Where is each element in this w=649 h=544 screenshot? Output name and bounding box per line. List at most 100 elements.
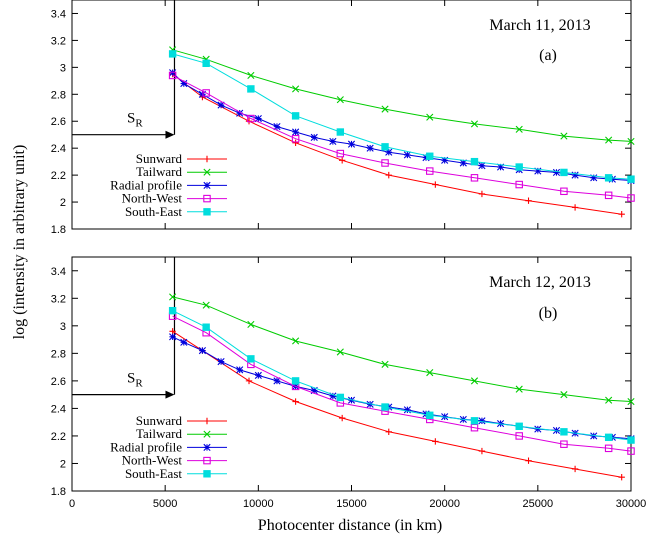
data-point — [470, 377, 479, 385]
data-point — [560, 428, 568, 436]
data-point — [627, 137, 635, 146]
y-tick-label: 3.4 — [51, 266, 66, 278]
data-point — [336, 149, 345, 158]
data-point — [381, 403, 389, 411]
legend-label: Tailward — [136, 164, 183, 179]
series-line — [172, 330, 622, 478]
data-point — [273, 123, 281, 131]
data-point — [217, 358, 225, 366]
data-point — [338, 157, 346, 164]
y-tick-label: 3.2 — [51, 293, 66, 305]
y-tick-label: 2.2 — [51, 170, 66, 182]
data-point — [385, 148, 393, 156]
data-point — [180, 338, 188, 346]
x-tick-label: 0 — [69, 498, 75, 510]
data-point — [203, 194, 211, 203]
data-point — [329, 137, 337, 146]
y-tick-label: 2 — [60, 197, 66, 209]
data-point — [432, 181, 439, 188]
legend-label: Radial profile — [110, 439, 182, 454]
y-tick-label: 2.6 — [51, 116, 66, 128]
data-point — [385, 428, 392, 436]
sr-subscript: R — [135, 118, 143, 130]
series-line — [172, 49, 632, 142]
arrow-head — [165, 390, 175, 399]
data-point — [202, 89, 210, 97]
sr-label: SR — [127, 111, 143, 130]
data-point — [627, 436, 635, 444]
data-point — [202, 301, 210, 309]
data-point — [336, 128, 345, 136]
data-point — [560, 391, 568, 399]
data-point — [203, 155, 211, 163]
sr-subscript: R — [135, 378, 143, 390]
data-point — [291, 112, 300, 120]
legend-label: Sunward — [136, 413, 183, 428]
series-line — [172, 296, 632, 402]
data-point — [336, 348, 344, 356]
data-point — [560, 132, 568, 140]
data-point — [426, 113, 434, 121]
data-point — [310, 133, 318, 141]
data-point — [292, 85, 300, 93]
data-point — [552, 168, 561, 177]
date-label: March 11, 2013 — [489, 17, 590, 34]
panel-a: 1.8 2 2.2 2.4 2.6 2.8 3 3.2 3.4 SR March 11, 2013 (… — [51, 0, 635, 236]
legend-label: South-East — [125, 466, 182, 481]
date-label: March 12, 2013 — [489, 274, 591, 291]
data-point — [441, 156, 449, 164]
data-point — [381, 143, 389, 151]
data-point — [245, 377, 253, 385]
series-line — [172, 53, 632, 180]
data-point — [432, 438, 439, 445]
legend-label: Tailward — [136, 426, 183, 441]
series — [169, 69, 635, 185]
data-point — [605, 396, 613, 404]
y-tick-label: 2.2 — [51, 431, 66, 443]
data-point — [203, 168, 211, 176]
data-point — [496, 163, 505, 171]
data-point — [366, 144, 374, 152]
data-point — [426, 369, 434, 377]
y-tick-label: 1.8 — [51, 486, 66, 498]
data-point — [217, 101, 225, 109]
series — [169, 293, 635, 406]
data-point — [422, 154, 430, 162]
data-point — [515, 180, 523, 189]
series-line — [172, 74, 632, 199]
data-point — [478, 447, 486, 455]
data-point — [169, 328, 176, 335]
y-tick-label: 2.8 — [51, 348, 66, 360]
legend-label: North-West — [122, 191, 183, 206]
data-point — [291, 377, 300, 385]
x-tick-label: 10000 — [243, 498, 274, 510]
data-point — [247, 85, 255, 93]
data-point — [385, 171, 392, 179]
x-tick-label: 30000 — [616, 498, 647, 510]
data-point — [604, 174, 613, 182]
data-point — [470, 417, 479, 425]
y-tick-label: 3 — [60, 62, 66, 74]
series — [169, 328, 625, 481]
data-point — [236, 366, 244, 374]
x-axis-label: Photocenter distance (in km) — [258, 517, 442, 534]
x-tick-label: 15000 — [336, 498, 367, 510]
legend-label: South-East — [125, 204, 182, 219]
data-point — [515, 422, 523, 431]
series-line — [172, 310, 632, 441]
data-point — [608, 175, 616, 183]
x-tick-label: 20000 — [429, 498, 460, 510]
sr-label: SR — [127, 371, 143, 390]
data-point — [168, 71, 177, 80]
data-point — [470, 157, 479, 166]
data-point — [604, 444, 613, 453]
data-point — [605, 136, 613, 144]
data-point — [590, 174, 598, 182]
data-point — [169, 293, 177, 301]
data-point — [273, 377, 281, 385]
legend-label: Sunward — [136, 151, 183, 166]
data-point — [470, 174, 479, 182]
data-point — [515, 125, 523, 133]
data-point — [381, 159, 389, 167]
data-point — [560, 440, 568, 448]
